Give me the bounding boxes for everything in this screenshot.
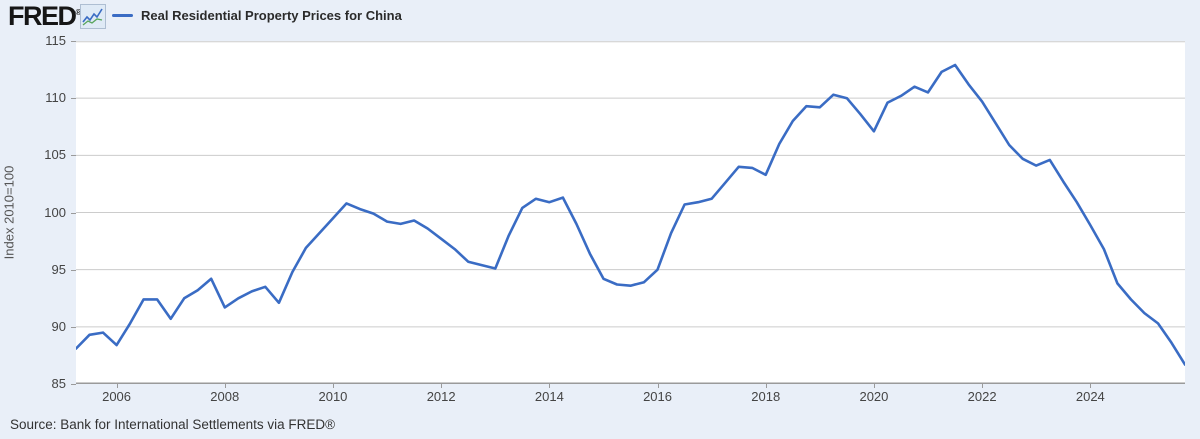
registered-mark: ®: [75, 8, 82, 17]
y-axis-tick-label: 115: [45, 33, 66, 48]
x-axis-tick-label: 2008: [210, 389, 240, 404]
y-tick-mark: [71, 270, 76, 271]
y-axis-tick-label: 90: [51, 318, 66, 334]
y-tick-mark: [71, 41, 76, 42]
x-tick-mark: [333, 384, 334, 388]
chart-header: FRED® Real Residential Property Prices f…: [0, 0, 1200, 32]
y-axis-tick-label: 95: [51, 261, 66, 277]
x-tick-mark: [874, 384, 875, 388]
series-line[interactable]: [76, 63, 1185, 366]
x-axis-tick-label: 2018: [751, 389, 781, 404]
y-tick-mark: [71, 98, 76, 99]
y-tick-mark: [71, 384, 76, 385]
x-tick-mark: [117, 384, 118, 388]
y-tick-mark: [71, 213, 76, 214]
x-axis-tick-label: 2020: [859, 389, 889, 404]
x-axis-tick-label: 2010: [318, 389, 348, 404]
y-tick-mark: [71, 327, 76, 328]
x-tick-mark: [1090, 384, 1091, 388]
fred-logo-text: FRED: [8, 1, 77, 31]
plot-area[interactable]: [76, 41, 1185, 384]
legend-line-swatch: [112, 14, 133, 17]
chart-canvas[interactable]: [76, 41, 1185, 384]
x-tick-mark: [658, 384, 659, 388]
legend: Real Residential Property Prices for Chi…: [112, 8, 402, 23]
x-tick-mark: [766, 384, 767, 388]
x-axis-tick-label: 2006: [102, 389, 132, 404]
fred-logo-chart-icon: [80, 4, 106, 29]
x-tick-mark: [982, 384, 983, 388]
x-tick-mark: [549, 384, 550, 388]
source-attribution: Source: Bank for International Settlemen…: [10, 417, 336, 432]
x-axis-tick-label: 2016: [643, 389, 672, 404]
y-axis-tick-label: 110: [45, 90, 66, 106]
y-tick-mark: [71, 155, 76, 156]
x-axis-tick-label: 2014: [534, 389, 564, 404]
legend-label: Real Residential Property Prices for Chi…: [141, 8, 402, 23]
x-tick-mark: [441, 384, 442, 388]
y-axis-tick-label: 105: [44, 147, 66, 163]
x-axis-tick-label: 2012: [426, 389, 456, 404]
y-axis-tick-label: 85: [51, 376, 66, 391]
x-axis-tick-label: 2022: [967, 389, 997, 404]
x-axis-tick-label: 2024: [1075, 389, 1105, 404]
x-tick-mark: [225, 384, 226, 388]
fred-logo[interactable]: FRED®: [8, 1, 81, 32]
y-axis-tick-label: 100: [44, 204, 66, 220]
